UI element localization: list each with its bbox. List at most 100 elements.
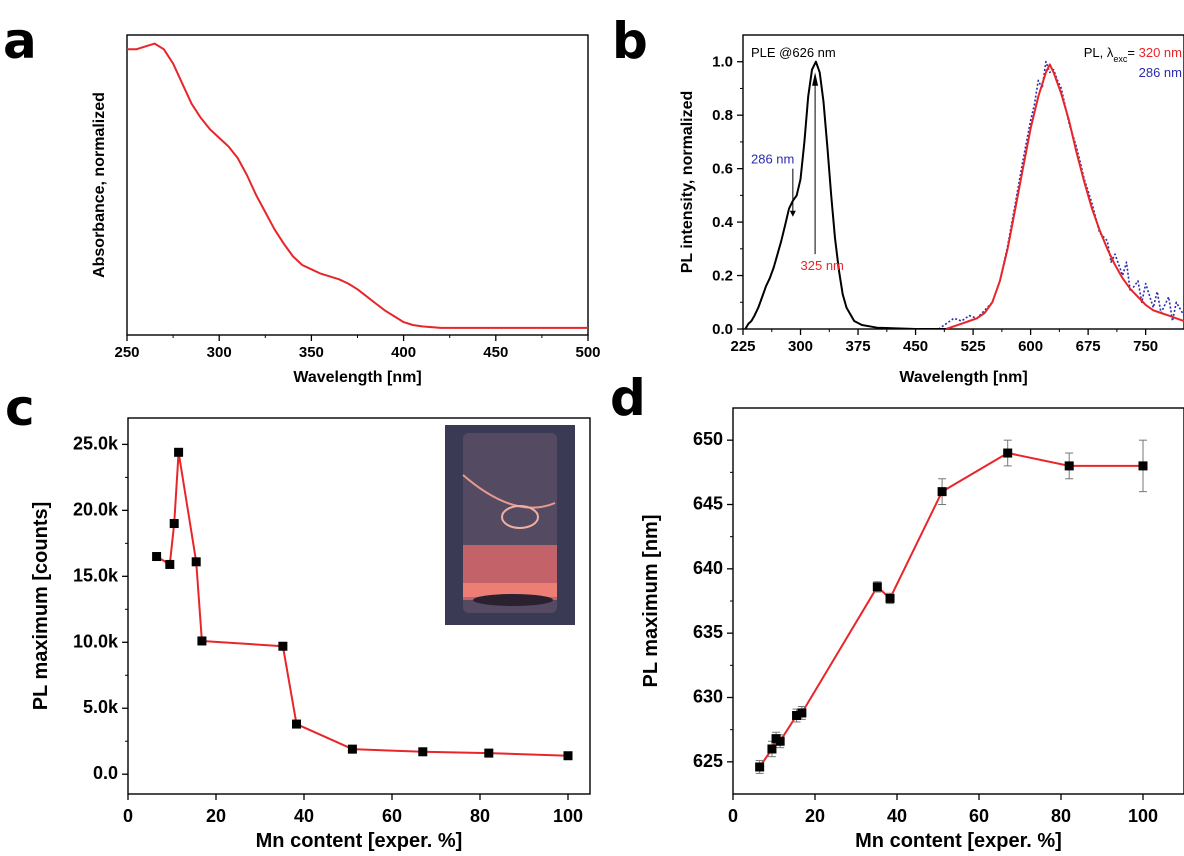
ple-label: PLE @626 nm [751, 45, 836, 60]
x-tick-label: 450 [483, 344, 508, 361]
x-tick-label: 100 [553, 806, 583, 826]
x-tick-label: 450 [903, 338, 928, 355]
x-axis-label: Mn content [exper. %] [855, 830, 1062, 852]
cuvette-base [473, 594, 553, 606]
x-axis-label: Mn content [exper. %] [256, 830, 463, 852]
x-tick-label: 60 [969, 806, 989, 826]
x-tick-label: 20 [805, 806, 825, 826]
pl-label-prefix: PL, λ [1084, 45, 1114, 60]
x-axis-label: Wavelength [nm] [899, 369, 1027, 386]
y-tick-label: 5.0k [83, 697, 119, 717]
x-tick-label: 300 [207, 344, 232, 361]
y-axis-label: PL maximum [counts] [30, 502, 52, 711]
chart-b: 225 300 375 450 525 600 675 750 0.0 0.2 0.4 0.6 0.8 1… [679, 34, 1184, 386]
data-point [1064, 461, 1074, 471]
pl-label-eq: = [1127, 45, 1138, 60]
x-tick-label: 525 [961, 338, 986, 355]
y-axis-label: PL maximum [nm] [640, 515, 662, 688]
y-tick-label: 0.2 [712, 268, 733, 285]
x-tick-label: 80 [1051, 806, 1071, 826]
chart-c: 0 20 40 60 80 100 0.0 5.0k 10.0k 15.0k 20.0k 25.0k M… [30, 417, 591, 852]
plot-frame [742, 34, 1184, 330]
y-tick-label: 640 [693, 558, 723, 578]
bubble [501, 505, 539, 529]
arrow-325-head [812, 72, 819, 86]
y-tick-label: 630 [693, 687, 723, 707]
y-tick-label: 635 [693, 622, 723, 642]
data-point [174, 447, 184, 457]
data-point [484, 748, 494, 758]
plot-area [758, 452, 1143, 768]
pl-red-wl: 320 nm [1139, 45, 1182, 60]
y-tick-label: 25.0k [73, 433, 119, 453]
data-point [792, 711, 802, 721]
data-point [872, 582, 882, 592]
data-point [278, 641, 288, 651]
x-tick-label: 20 [206, 806, 226, 826]
arrow-286-head [789, 210, 796, 217]
plot-area [744, 60, 1184, 329]
y-axis-label: PL intensity, normalized [679, 91, 696, 274]
x-tick-label: 80 [470, 806, 490, 826]
x-tick-label: 40 [887, 806, 907, 826]
data-point [169, 519, 179, 529]
y-tick-label: 0.0 [93, 763, 118, 783]
arrow-325-label: 325 nm [801, 258, 844, 273]
pl-label-sub: exc [1113, 54, 1128, 64]
data-point [755, 762, 765, 772]
x-tick-label: 300 [788, 338, 813, 355]
x-axis-label: Wavelength [nm] [293, 369, 421, 386]
x-tick-label: 600 [1018, 338, 1043, 355]
arrow-286-label: 286 nm [751, 151, 794, 166]
x-tick-label: 60 [382, 806, 402, 826]
y-tick-label: 0.4 [712, 214, 734, 231]
y-tick-label: 10.0k [73, 631, 119, 651]
x-tick-label: 675 [1076, 338, 1101, 355]
panel-label-d: d [610, 369, 646, 427]
x-tick-label: 500 [575, 344, 600, 361]
y-tick-label: 1.0 [712, 54, 733, 71]
data-point [292, 719, 302, 729]
y-tick-label: 15.0k [73, 565, 119, 585]
x-tick-label: 350 [299, 344, 324, 361]
x-tick-label: 100 [1128, 806, 1158, 826]
plot-area [127, 42, 588, 329]
x-tick-label: 225 [730, 338, 755, 355]
x-tick-label: 250 [114, 344, 139, 361]
trend-line [156, 451, 569, 757]
pl-286-line [938, 60, 1184, 329]
absorbance-line [127, 42, 588, 329]
trend-line [758, 452, 1143, 768]
y-tick-label: 650 [693, 429, 723, 449]
data-point [152, 552, 162, 562]
chart-a: 250 300 350 400 450 500 Wavelength [nm] Absorba… [91, 34, 601, 386]
x-tick-label: 40 [294, 806, 314, 826]
data-point [775, 736, 785, 746]
data-point [563, 751, 573, 761]
data-point [347, 744, 357, 754]
x-tick-label: 375 [846, 338, 871, 355]
ple-line [744, 60, 947, 329]
plot-area [156, 451, 569, 757]
y-tick-label: 0.8 [712, 107, 733, 124]
pl-320-line [945, 63, 1184, 329]
y-axis-label: Absorbance, normalized [91, 92, 108, 278]
pl-blue-wl: 286 nm [1139, 65, 1182, 80]
pl-label: PL, λexc= 320 nm [1084, 45, 1182, 64]
x-tick-label: 750 [1133, 338, 1158, 355]
data-point [191, 557, 201, 567]
chart-d: 0 20 40 60 80 100 625 630 635 640 645 650 Mn content… [640, 407, 1184, 852]
x-tick-label: 0 [123, 806, 133, 826]
data-point [937, 487, 947, 497]
data-point [1138, 461, 1148, 471]
y-tick-label: 0.0 [712, 321, 733, 338]
inset-photo [445, 425, 575, 625]
x-tick-label: 400 [391, 344, 416, 361]
y-tick-label: 625 [693, 751, 723, 771]
data-point [767, 744, 777, 754]
data-point [885, 593, 895, 603]
glow-band [463, 583, 557, 597]
panel-label-c: c [5, 379, 35, 437]
data-point [418, 747, 428, 757]
